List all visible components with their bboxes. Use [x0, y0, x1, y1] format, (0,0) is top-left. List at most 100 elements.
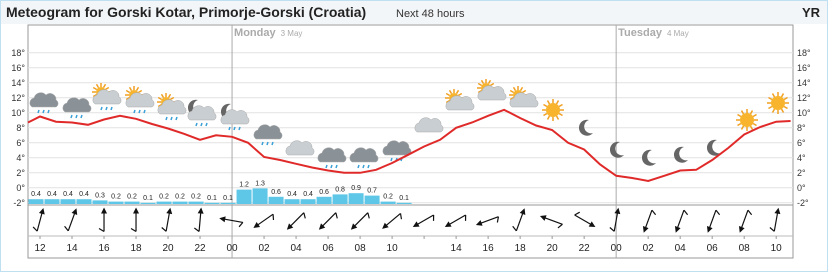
x-tick-label: 20	[547, 243, 559, 254]
wind-barb	[130, 227, 137, 233]
precip-bar	[252, 188, 268, 204]
y2-tick-label: 14°	[797, 78, 811, 88]
precip-bar	[92, 200, 108, 204]
wind-arrow	[674, 209, 689, 233]
cloud	[349, 147, 379, 163]
sun-ray	[555, 115, 560, 120]
header-bg	[1, 1, 827, 24]
rain-drop	[238, 126, 241, 131]
x-tick-label: 08	[355, 243, 367, 254]
precip-bar	[60, 199, 76, 204]
rain-drop	[228, 126, 231, 131]
day-name: Tuesday	[618, 27, 663, 39]
wind-arrow	[194, 207, 204, 232]
wind-head	[738, 226, 745, 233]
rain-drop	[330, 164, 333, 169]
wind-head	[219, 216, 226, 223]
sun-ray	[135, 86, 140, 92]
cloud	[187, 105, 217, 121]
rain-drop	[75, 114, 78, 119]
precip-bar	[268, 196, 284, 204]
y2-tick-label: 10°	[797, 108, 811, 118]
rain-drop	[335, 164, 338, 169]
precip-label: 0.2	[127, 194, 137, 201]
x-tick-label: 12	[34, 243, 46, 254]
wind-barb	[769, 227, 775, 232]
wind-arrow	[475, 216, 500, 226]
rain-drop	[100, 106, 103, 111]
sun-ray	[749, 125, 754, 130]
precip-label: 0.4	[31, 191, 41, 198]
wind-head	[642, 226, 649, 233]
wind-barb	[715, 209, 721, 216]
wind-arrow	[512, 208, 526, 232]
wind-barb	[609, 227, 615, 232]
wind-arrow	[706, 209, 721, 233]
wind-arrow	[444, 214, 467, 227]
sun-ray	[489, 82, 495, 87]
x-tick-label: 22	[194, 243, 206, 254]
moon	[609, 141, 624, 158]
sun-ray	[104, 86, 110, 91]
rain-drop	[133, 109, 136, 114]
cloud	[509, 92, 539, 108]
rain-drop	[390, 157, 393, 162]
sun-ray	[783, 105, 788, 110]
wind-barb	[683, 209, 689, 216]
x-tick-label: 10	[387, 243, 399, 254]
wind-head	[519, 208, 526, 215]
wind-arrow	[32, 207, 45, 232]
wind-barb	[98, 227, 105, 233]
precip-label: 0.8	[335, 186, 345, 193]
wind-barb	[464, 214, 467, 221]
y-tick-label: -2°	[13, 198, 25, 208]
precip-bar	[316, 196, 332, 204]
sun-ray	[737, 122, 742, 127]
rain-drop	[105, 106, 108, 111]
sun-ray	[519, 86, 524, 92]
y2-tick-label: 18°	[797, 48, 811, 58]
sun-ray	[558, 112, 563, 117]
wind-arrow	[769, 207, 781, 232]
wind-barb	[272, 214, 275, 221]
sun-ray	[160, 93, 165, 99]
sun-ray	[543, 103, 548, 108]
precip-label: 0.2	[159, 194, 169, 201]
cloud	[29, 92, 59, 108]
precip-bar	[220, 202, 236, 204]
wind-head	[197, 207, 204, 214]
y-tick-label: 14°	[11, 78, 25, 88]
rain-drop	[357, 164, 360, 169]
precip-label: 0.6	[319, 189, 329, 196]
precip-label: 0.7	[367, 188, 377, 195]
cloud	[220, 109, 250, 125]
y2-tick-label: 6°	[797, 138, 806, 148]
cloud	[253, 124, 283, 140]
y2-tick-label: 8°	[797, 123, 806, 133]
y-tick-label: 10°	[11, 108, 25, 118]
wind-barb	[303, 212, 306, 219]
sun-ray	[448, 89, 453, 95]
y2-tick-label: 2°	[797, 168, 806, 178]
wind-barb	[512, 225, 517, 232]
precip-label: 0.4	[63, 191, 73, 198]
wind-head	[166, 207, 173, 215]
sun-ray	[477, 82, 483, 87]
moon	[706, 139, 721, 156]
title: Meteogram for Gorski Kotar, Primorje-Gor…	[6, 4, 366, 20]
day-name: Monday	[234, 27, 276, 39]
y-tick-label: 6°	[16, 138, 25, 148]
sun	[546, 103, 560, 117]
precip-label: 0.2	[383, 194, 393, 201]
sun-ray	[487, 79, 492, 85]
sun-ray	[92, 86, 98, 91]
moon	[641, 149, 656, 166]
x-tick-label: 18	[515, 243, 527, 254]
precip-bar	[44, 199, 60, 204]
x-tick-label: 04	[675, 243, 687, 254]
rain-drop	[325, 164, 328, 169]
wind-barb	[399, 213, 403, 220]
y-tick-label: 12°	[11, 93, 25, 103]
wind-head	[475, 220, 483, 226]
precip-bar	[284, 199, 300, 204]
